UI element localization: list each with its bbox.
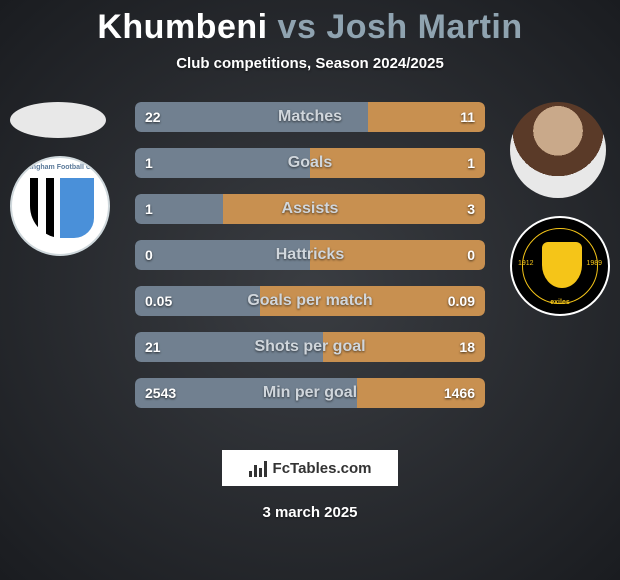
stat-row: Hattricks0 0 xyxy=(135,240,485,270)
stat-value-left: 1 xyxy=(145,194,153,224)
stat-value-left: 2543 xyxy=(145,378,176,408)
stat-row: Min per goal2543 1466 xyxy=(135,378,485,408)
stat-label: Goals per match xyxy=(135,286,485,316)
stat-label: Shots per goal xyxy=(135,332,485,362)
stat-value-right: 18 xyxy=(459,332,475,362)
stat-value-right: 1 xyxy=(467,148,475,178)
stat-label: Assists xyxy=(135,194,485,224)
title-player1: Khumbeni xyxy=(97,8,267,46)
stat-value-left: 1 xyxy=(145,148,153,178)
brand-text: FcTables.com xyxy=(273,460,372,477)
stat-value-left: 22 xyxy=(145,102,161,132)
club-years: 1912 1989 xyxy=(512,260,608,267)
club-tag: exiles xyxy=(512,299,608,306)
stats-bars: Matches2211Goals11Assists13Hattricks00Go… xyxy=(135,102,485,424)
stat-value-right: 3 xyxy=(467,194,475,224)
footer-date: 3 march 2025 xyxy=(0,504,620,521)
stat-value-right: 0.09 xyxy=(448,286,475,316)
player1-avatar xyxy=(10,102,106,138)
player2-club-badge: 1912 1989 exiles xyxy=(510,216,610,316)
subtitle: Club competitions, Season 2024/2025 xyxy=(0,55,620,72)
club-year-left: 1912 xyxy=(518,260,534,267)
stat-value-left: 21 xyxy=(145,332,161,362)
stat-label: Matches xyxy=(135,102,485,132)
stat-row: Shots per goal21 18 xyxy=(135,332,485,362)
stat-label: Hattricks xyxy=(135,240,485,270)
stat-value-right: 1466 xyxy=(444,378,475,408)
comparison-content: Gillingham Football Club 1912 1989 exile… xyxy=(0,102,620,432)
stat-value-left: 0 xyxy=(145,240,153,270)
stat-row: Goals1 1 xyxy=(135,148,485,178)
title-vs: vs xyxy=(278,8,317,46)
stat-value-left: 0.05 xyxy=(145,286,172,316)
player1-club-badge: Gillingham Football Club xyxy=(10,156,110,256)
player2-avatar xyxy=(510,102,606,198)
stat-label: Min per goal xyxy=(135,378,485,408)
club-year-right: 1989 xyxy=(586,260,602,267)
stat-value-right: 0 xyxy=(467,240,475,270)
title-player2: Josh Martin xyxy=(326,8,522,46)
player1-column: Gillingham Football Club xyxy=(10,102,110,256)
stat-row: Matches22 11 xyxy=(135,102,485,132)
player2-column: 1912 1989 exiles xyxy=(510,102,610,316)
stat-row: Goals per match0.05 0.09 xyxy=(135,286,485,316)
brand-logo: FcTables.com xyxy=(222,450,398,486)
page-title: Khumbeni vs Josh Martin xyxy=(0,0,620,47)
chart-icon xyxy=(249,459,267,477)
stat-value-right: 11 xyxy=(460,102,475,132)
club-badge-text: Gillingham Football Club xyxy=(12,164,108,171)
stat-row: Assists1 3 xyxy=(135,194,485,224)
stat-label: Goals xyxy=(135,148,485,178)
